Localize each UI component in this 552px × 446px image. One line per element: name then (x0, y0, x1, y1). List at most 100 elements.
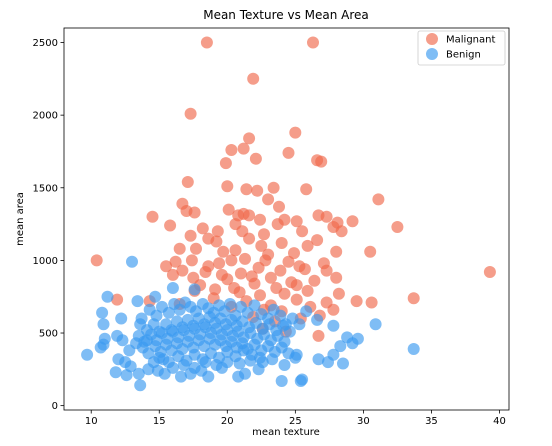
point-malignant-50 (243, 232, 256, 245)
point-benign-40 (296, 373, 309, 386)
point-benign-23 (132, 367, 145, 380)
point-malignant-0 (200, 36, 213, 49)
y-tick-label-2: 1000 (33, 256, 58, 267)
y-tick-label-1: 500 (39, 329, 58, 340)
legend-box (417, 30, 506, 66)
point-malignant-20 (262, 193, 275, 206)
point-malignant-51 (258, 228, 270, 241)
point-malignant-69 (225, 254, 238, 267)
point-malignant-114 (365, 296, 378, 309)
legend-marker-benign (426, 48, 438, 60)
point-malignant-64 (90, 254, 103, 267)
point-malignant-60 (288, 247, 300, 260)
point-malignant-76 (176, 264, 189, 277)
point-malignant-16 (251, 184, 264, 197)
point-benign-184 (256, 356, 269, 369)
point-malignant-53 (311, 234, 324, 247)
point-malignant-104 (332, 287, 345, 300)
point-benign-79 (274, 309, 287, 322)
point-malignant-80 (252, 261, 265, 274)
x-tick-label-5: 35 (425, 416, 438, 427)
point-benign-162 (153, 351, 166, 364)
point-malignant-12 (219, 157, 232, 170)
point-malignant-15 (240, 183, 253, 196)
point-malignant-62 (330, 245, 343, 258)
y-axis-label: mean area (15, 192, 26, 246)
point-benign-46 (327, 348, 340, 361)
point-malignant-66 (185, 254, 198, 267)
point-malignant-94 (209, 283, 222, 296)
point-benign-5 (149, 290, 162, 303)
point-benign-52 (407, 343, 420, 355)
point-malignant-103 (301, 284, 314, 297)
point-benign-0 (126, 255, 138, 268)
point-benign-2 (188, 283, 201, 296)
point-malignant-54 (173, 242, 186, 255)
x-tick-label-4: 30 (357, 416, 370, 427)
point-malignant-35 (320, 210, 333, 223)
point-benign-177 (177, 359, 190, 371)
point-benign-8 (97, 318, 110, 331)
point-benign-175 (266, 353, 279, 366)
point-benign-11 (94, 341, 107, 354)
point-benign-47 (334, 340, 347, 353)
point-malignant-96 (248, 277, 261, 290)
point-benign-6 (115, 312, 128, 325)
point-benign-53 (327, 319, 340, 332)
point-malignant-7 (282, 146, 295, 159)
point-malignant-89 (264, 271, 277, 284)
plot-frame (63, 27, 510, 411)
y-tick-label-4: 2000 (33, 111, 58, 122)
point-malignant-25 (188, 206, 201, 219)
point-malignant-83 (320, 264, 333, 277)
x-tick-label-6: 40 (493, 416, 506, 427)
point-benign-38 (275, 375, 288, 387)
point-malignant-29 (243, 209, 256, 222)
x-tick-label-2: 20 (221, 416, 234, 427)
legend-label-malignant: Malignant (446, 35, 495, 46)
chart-title: Mean Texture vs Mean Area (203, 8, 369, 22)
point-malignant-77 (199, 266, 212, 278)
point-malignant-43 (296, 225, 309, 238)
legend-marker-malignant (426, 33, 438, 45)
point-benign-36 (239, 367, 251, 380)
point-malignant-6 (237, 142, 250, 155)
y-tick-label-5: 2500 (33, 38, 58, 49)
point-malignant-120 (327, 303, 340, 316)
point-benign-3 (101, 290, 114, 303)
point-malignant-49 (210, 235, 223, 248)
point-malignant-102 (278, 287, 291, 300)
x-axis-label: mean texture (252, 427, 320, 438)
x-tick-label-3: 25 (289, 416, 302, 427)
point-benign-22 (120, 369, 133, 382)
point-malignant-57 (229, 244, 242, 257)
point-malignant-127 (312, 329, 325, 342)
point-malignant-70 (239, 252, 251, 265)
point-benign-41 (278, 359, 291, 371)
point-benign-21 (109, 366, 122, 379)
x-tick-label-0: 10 (85, 416, 98, 427)
point-malignant-8 (225, 144, 238, 156)
point-benign-14 (116, 334, 129, 347)
legend: Malignant Benign (417, 30, 506, 66)
point-malignant-47 (184, 229, 197, 242)
point-malignant-46 (391, 221, 404, 233)
point-benign-49 (341, 331, 354, 344)
point-malignant-23 (273, 200, 285, 213)
point-benign-12 (81, 348, 94, 361)
y-tick-label-3: 1500 (33, 183, 58, 194)
point-malignant-4 (289, 126, 302, 139)
y-axis-ticks: 0 500 1000 1500 2000 2500 (33, 38, 64, 412)
point-benign-161 (290, 348, 303, 361)
point-benign-182 (233, 357, 246, 370)
point-benign-43 (312, 353, 325, 366)
point-benign-178 (188, 361, 201, 374)
point-malignant-17 (267, 181, 280, 194)
point-malignant-21 (372, 193, 385, 206)
point-malignant-1 (307, 36, 319, 49)
point-benign-50 (351, 332, 364, 345)
point-malignant-105 (111, 293, 124, 306)
point-malignant-92 (330, 271, 343, 284)
point-benign-45 (337, 357, 349, 370)
